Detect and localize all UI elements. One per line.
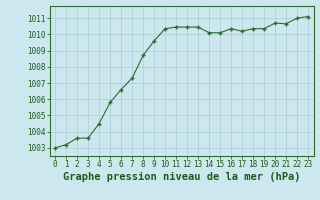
X-axis label: Graphe pression niveau de la mer (hPa): Graphe pression niveau de la mer (hPa) — [63, 172, 300, 182]
